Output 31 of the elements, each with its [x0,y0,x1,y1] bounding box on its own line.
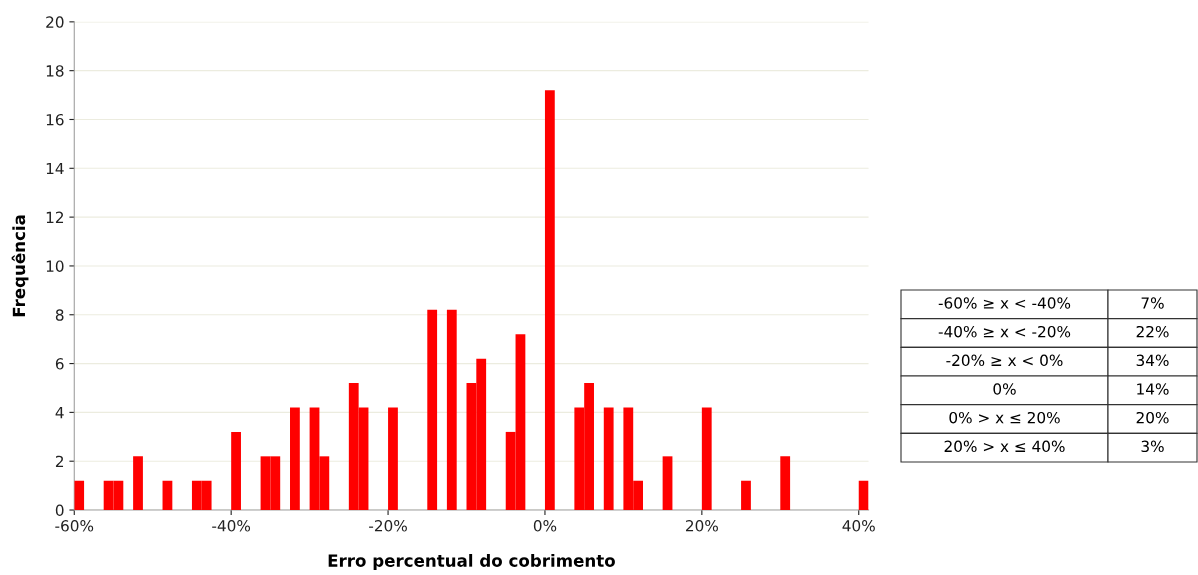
text: 3% [1141,440,1164,453]
y-tick-label: 18 [46,65,64,77]
text: 20% > x ≤ 40% [944,440,1065,453]
text: 34% [1136,354,1169,367]
text: 0% > x ≤ 20% [949,411,1060,424]
y-tick-label: 20 [46,16,64,28]
y-tick-label: 10 [46,260,64,272]
text: 7% [1141,297,1164,309]
y-tick-label: 12 [46,211,64,223]
y-tick-label: 6 [55,358,64,370]
text: -40% ≥ x < -20% [938,325,1071,338]
text: 20% [1136,411,1169,424]
x-tick-label: -60% [55,520,94,532]
y-tick-label: 14 [46,162,64,175]
x-tick-label: 0% [533,520,557,532]
y-tick-label: 16 [46,113,64,126]
y-tick-label: 4 [55,407,64,419]
text: 0% [993,383,1016,395]
y-axis-title: Frequência [11,215,29,317]
x-axis-title: Erro percentual do cobrimento [328,553,615,571]
y-tick-label: 0 [55,504,64,517]
x-tick-label: -40% [212,520,251,532]
y-tick-label: 2 [55,455,64,468]
text: 14% [1137,383,1169,395]
x-tick-label: 20% [685,520,718,532]
text: -20% ≥ x < 0% [946,354,1063,367]
text: -60% ≥ x < -40% [938,297,1071,309]
text: 22% [1136,325,1169,338]
x-tick-label: 40% [842,520,875,532]
y-tick-label: 8 [55,309,64,321]
x-tick-label: -20% [369,520,407,532]
